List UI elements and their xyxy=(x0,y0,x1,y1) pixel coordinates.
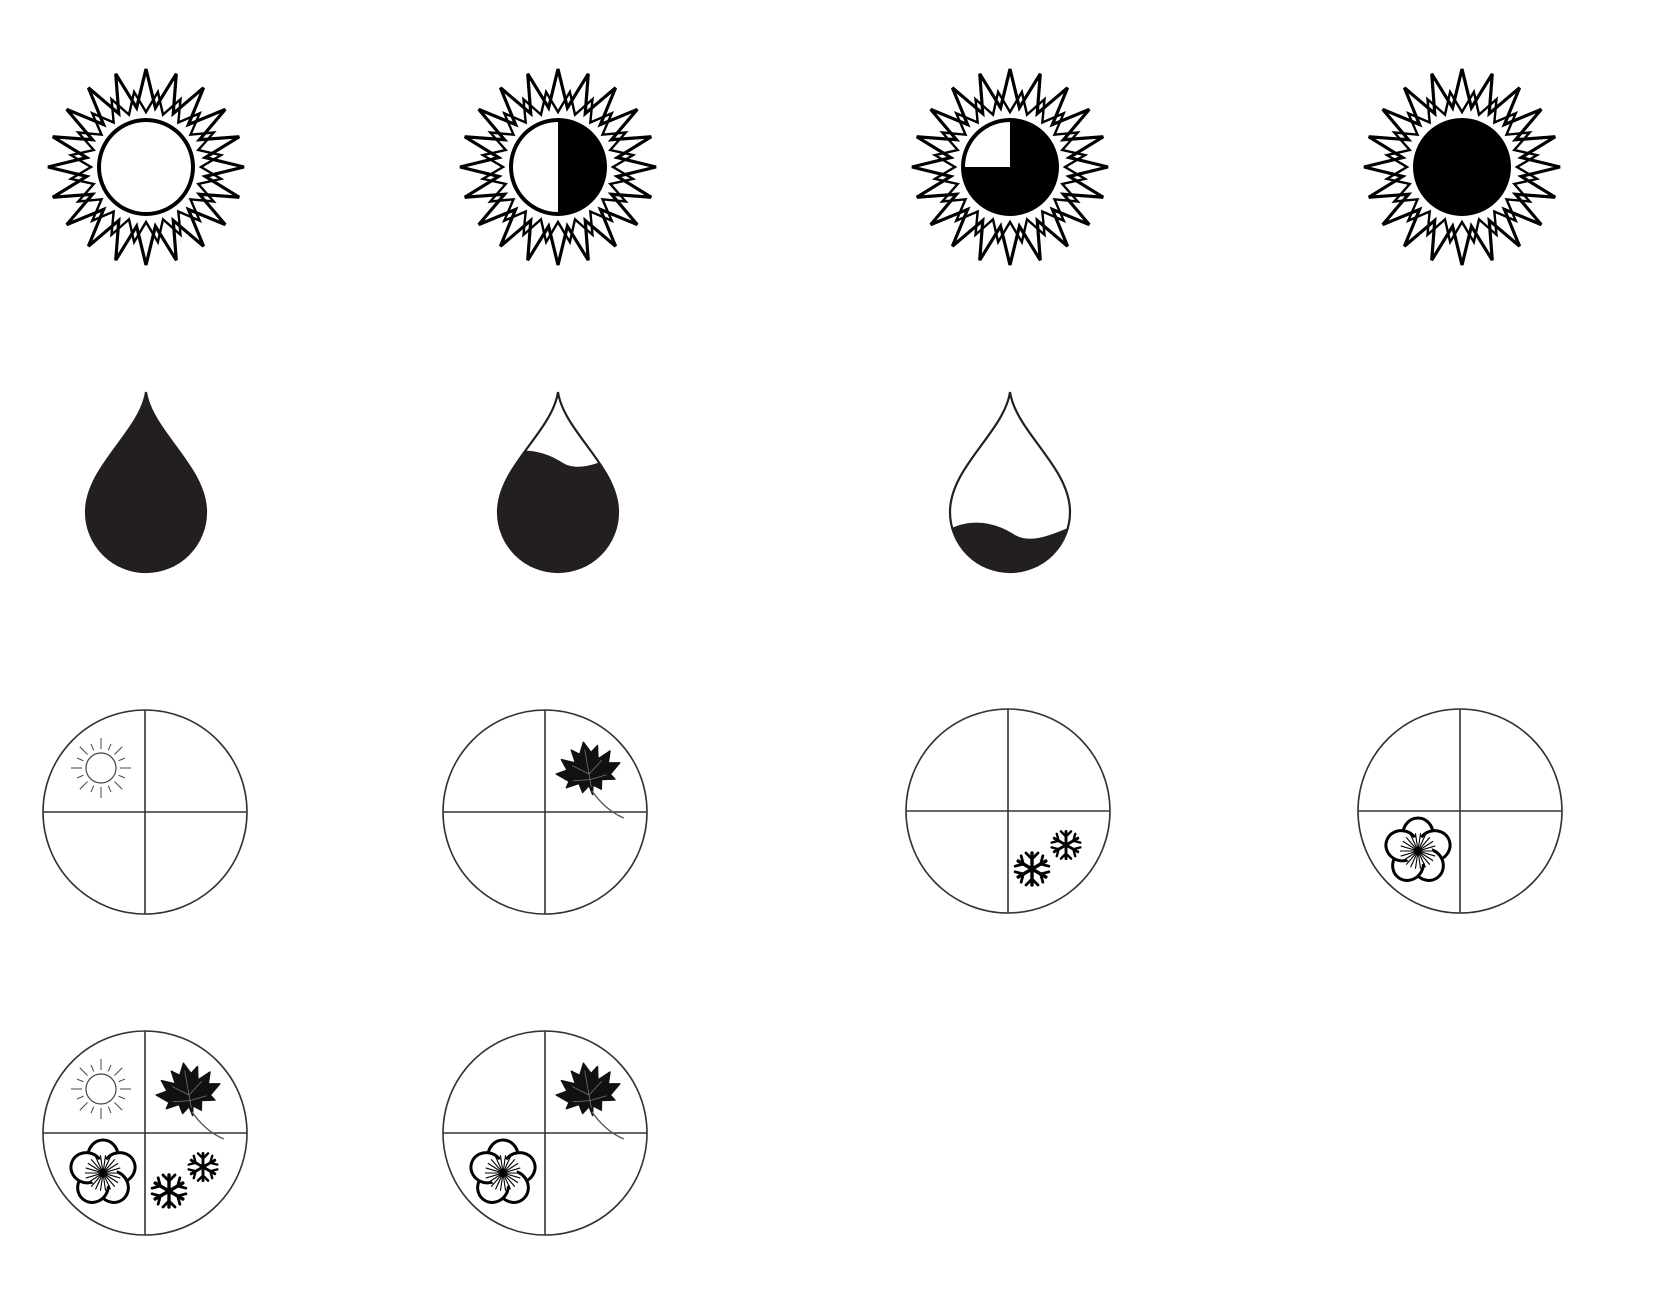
season-dial-icon xyxy=(1357,708,1563,914)
season-dial-icon xyxy=(442,709,648,915)
season-dial-icon xyxy=(42,709,248,915)
flower-icon xyxy=(469,1138,537,1204)
sun-icon xyxy=(71,738,131,798)
snowflake-icon xyxy=(150,1173,188,1209)
sun-icon xyxy=(1363,68,1561,266)
snowflake-icon xyxy=(1050,829,1082,861)
season-dial-icon xyxy=(905,708,1111,914)
flower-icon xyxy=(1384,816,1452,882)
season-dial-icon xyxy=(42,1030,248,1236)
season-dials-area xyxy=(42,708,1563,1236)
sun-core xyxy=(961,118,1059,216)
season-dial-icon xyxy=(442,1030,648,1236)
snowflake-icon xyxy=(187,1151,219,1183)
flower-icon xyxy=(69,1138,137,1204)
maple-leaf-icon xyxy=(555,741,625,819)
water-drop-icon xyxy=(496,391,620,574)
water-drop-icon xyxy=(948,391,1072,574)
sun-icons-row xyxy=(47,68,1561,266)
maple-leaf-icon xyxy=(155,1062,225,1140)
sun-icon xyxy=(911,68,1109,266)
sun-icon xyxy=(71,1059,131,1119)
water-drop-icon xyxy=(84,391,208,574)
sun-icon xyxy=(47,68,245,266)
sun-core xyxy=(1413,118,1511,216)
snowflake-icon xyxy=(1013,851,1051,887)
maple-leaf-icon xyxy=(555,1062,625,1140)
sun-icon xyxy=(459,68,657,266)
water-drop-icons-row xyxy=(84,391,1072,574)
water-level xyxy=(498,450,618,572)
sun-core xyxy=(97,118,195,216)
sun-core xyxy=(509,118,607,216)
